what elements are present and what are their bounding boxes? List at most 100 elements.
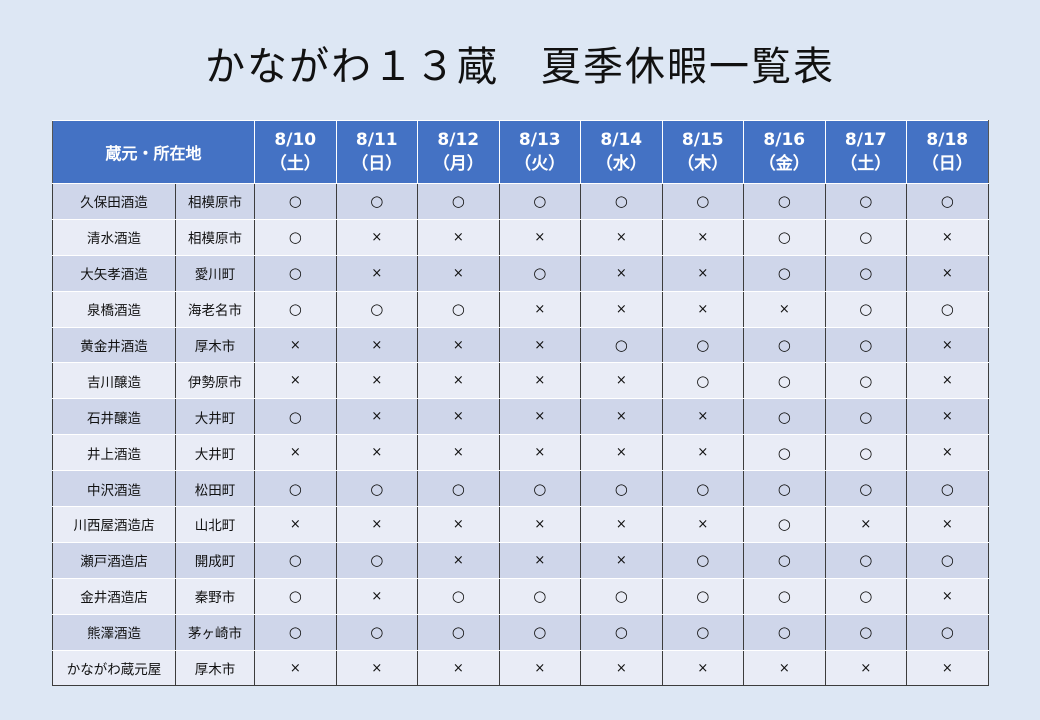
open-status-mark: × — [498, 398, 582, 436]
open-status-mark: ○ — [661, 470, 745, 508]
open-status-mark: ○ — [335, 470, 419, 508]
open-status-mark: ○ — [580, 183, 663, 220]
table-row: 川西屋酒造店 山北町 × × × × × × ○ × × — [52, 506, 989, 543]
open-status-mark: ○ — [417, 183, 500, 220]
brewery-city: 厚木市 — [174, 326, 256, 364]
table-row: 井上酒造 大井町 × × × × × × ○ ○ × — [52, 434, 989, 472]
open-status-mark: × — [580, 398, 663, 436]
open-status-mark: × — [661, 434, 745, 472]
open-status-mark: ○ — [417, 613, 500, 651]
brewery-name: 井上酒造 — [52, 434, 176, 472]
brewery-city: 海老名市 — [174, 290, 256, 328]
open-status-mark: ○ — [254, 613, 337, 651]
table-row: 泉橋酒造 海老名市 ○ ○ ○ × × × × ○ ○ — [52, 290, 989, 328]
day-column-header: 8/17 （土） — [824, 120, 908, 184]
open-status-mark: ○ — [580, 326, 663, 364]
table-row: 熊澤酒造 茅ヶ崎市 ○ ○ ○ ○ ○ ○ ○ ○ ○ — [52, 613, 989, 651]
open-status-mark: ○ — [417, 470, 500, 508]
open-status-mark: ○ — [906, 613, 989, 651]
brewery-city: 秦野市 — [174, 577, 256, 615]
open-status-mark: × — [906, 434, 989, 472]
open-status-mark: × — [335, 254, 419, 292]
brewery-name: 金井酒造店 — [52, 577, 176, 615]
open-status-mark: × — [417, 506, 500, 543]
open-status-mark: × — [254, 326, 337, 364]
open-status-mark: ○ — [254, 541, 337, 579]
brewery-city: 開成町 — [174, 541, 256, 579]
open-status-mark: × — [498, 326, 582, 364]
open-status-mark: × — [335, 649, 419, 687]
open-status-mark: ○ — [824, 326, 908, 364]
day-weekday: （水） — [595, 154, 647, 174]
open-status-mark: × — [580, 362, 663, 400]
open-status-mark: ○ — [335, 541, 419, 579]
open-status-mark: ○ — [254, 183, 337, 220]
open-status-mark: ○ — [743, 470, 826, 508]
open-status-mark: × — [417, 398, 500, 436]
open-status-mark: ○ — [335, 183, 419, 220]
open-status-mark: ○ — [824, 613, 908, 651]
day-date: 8/10 — [274, 130, 317, 150]
day-date: 8/16 — [763, 130, 806, 150]
open-status-mark: × — [906, 398, 989, 436]
open-status-mark: × — [661, 398, 745, 436]
open-status-mark: × — [335, 506, 419, 543]
table-header-row: 蔵元・所在地 8/10 （土） 8/11 （日） 8/12 （月） 8/13 （火） 8/14 （… — [51, 120, 989, 184]
open-status-mark: ○ — [824, 470, 908, 508]
open-status-mark: ○ — [661, 577, 745, 615]
open-status-mark: ○ — [824, 183, 908, 220]
open-status-mark: ○ — [417, 577, 500, 615]
open-status-mark: ○ — [661, 183, 745, 220]
day-column-header: 8/10 （土） — [254, 120, 337, 184]
day-column-header: 8/18 （日） — [906, 120, 989, 184]
open-status-mark: ○ — [824, 434, 908, 472]
day-weekday: （日） — [921, 154, 973, 174]
open-status-mark: × — [335, 362, 419, 400]
day-date: 8/14 — [600, 130, 643, 150]
day-column-header: 8/16 （金） — [743, 120, 826, 184]
open-status-mark: ○ — [254, 254, 337, 292]
open-status-mark: × — [661, 506, 745, 543]
table-row: 大矢孝酒造 愛川町 ○ × × ○ × × ○ ○ × — [52, 254, 989, 292]
open-status-mark: ○ — [661, 541, 745, 579]
brewery-name: 熊澤酒造 — [52, 613, 176, 651]
table-row: かながわ蔵元屋 厚木市 × × × × × × × × × — [52, 649, 989, 687]
day-date: 8/18 — [926, 130, 969, 150]
open-status-mark: × — [906, 362, 989, 400]
brewery-name: 大矢孝酒造 — [52, 254, 176, 292]
brewery-name: 吉川醸造 — [52, 362, 176, 400]
open-status-mark: ○ — [743, 362, 826, 400]
day-date: 8/15 — [681, 130, 724, 150]
open-status-mark: × — [498, 290, 582, 328]
day-date: 8/13 — [518, 130, 561, 150]
open-status-mark: ○ — [824, 398, 908, 436]
open-status-mark: ○ — [743, 577, 826, 615]
brewery-city: 山北町 — [174, 506, 256, 543]
table-row: 清水酒造 相模原市 ○ × × × × × ○ ○ × — [52, 218, 989, 256]
open-status-mark: × — [254, 649, 337, 687]
open-status-mark: ○ — [254, 577, 337, 615]
open-status-mark: ○ — [824, 362, 908, 400]
day-date: 8/11 — [355, 130, 398, 150]
open-status-mark: ○ — [661, 326, 745, 364]
brewery-city: 松田町 — [174, 470, 256, 508]
open-status-mark: ○ — [906, 290, 989, 328]
brewery-name: 中沢酒造 — [52, 470, 176, 508]
open-status-mark: ○ — [498, 613, 582, 651]
day-weekday: （土） — [840, 154, 892, 174]
open-status-mark: ○ — [580, 613, 663, 651]
day-column-header: 8/14 （水） — [580, 120, 663, 184]
open-status-mark: × — [824, 649, 908, 687]
open-status-mark: × — [417, 434, 500, 472]
open-status-mark: × — [417, 326, 500, 364]
day-weekday: （日） — [351, 154, 403, 174]
open-status-mark: × — [661, 649, 745, 687]
table-row: 吉川醸造 伊勢原市 × × × × × ○ ○ ○ × — [52, 362, 989, 400]
open-status-mark: × — [498, 649, 582, 687]
open-status-mark: × — [580, 541, 663, 579]
open-status-mark: ○ — [580, 577, 663, 615]
brewery-city: 相模原市 — [174, 218, 256, 256]
table-row: 黄金井酒造 厚木市 × × × × ○ ○ ○ ○ × — [52, 326, 989, 364]
open-status-mark: × — [335, 326, 419, 364]
open-status-mark: ○ — [824, 290, 908, 328]
